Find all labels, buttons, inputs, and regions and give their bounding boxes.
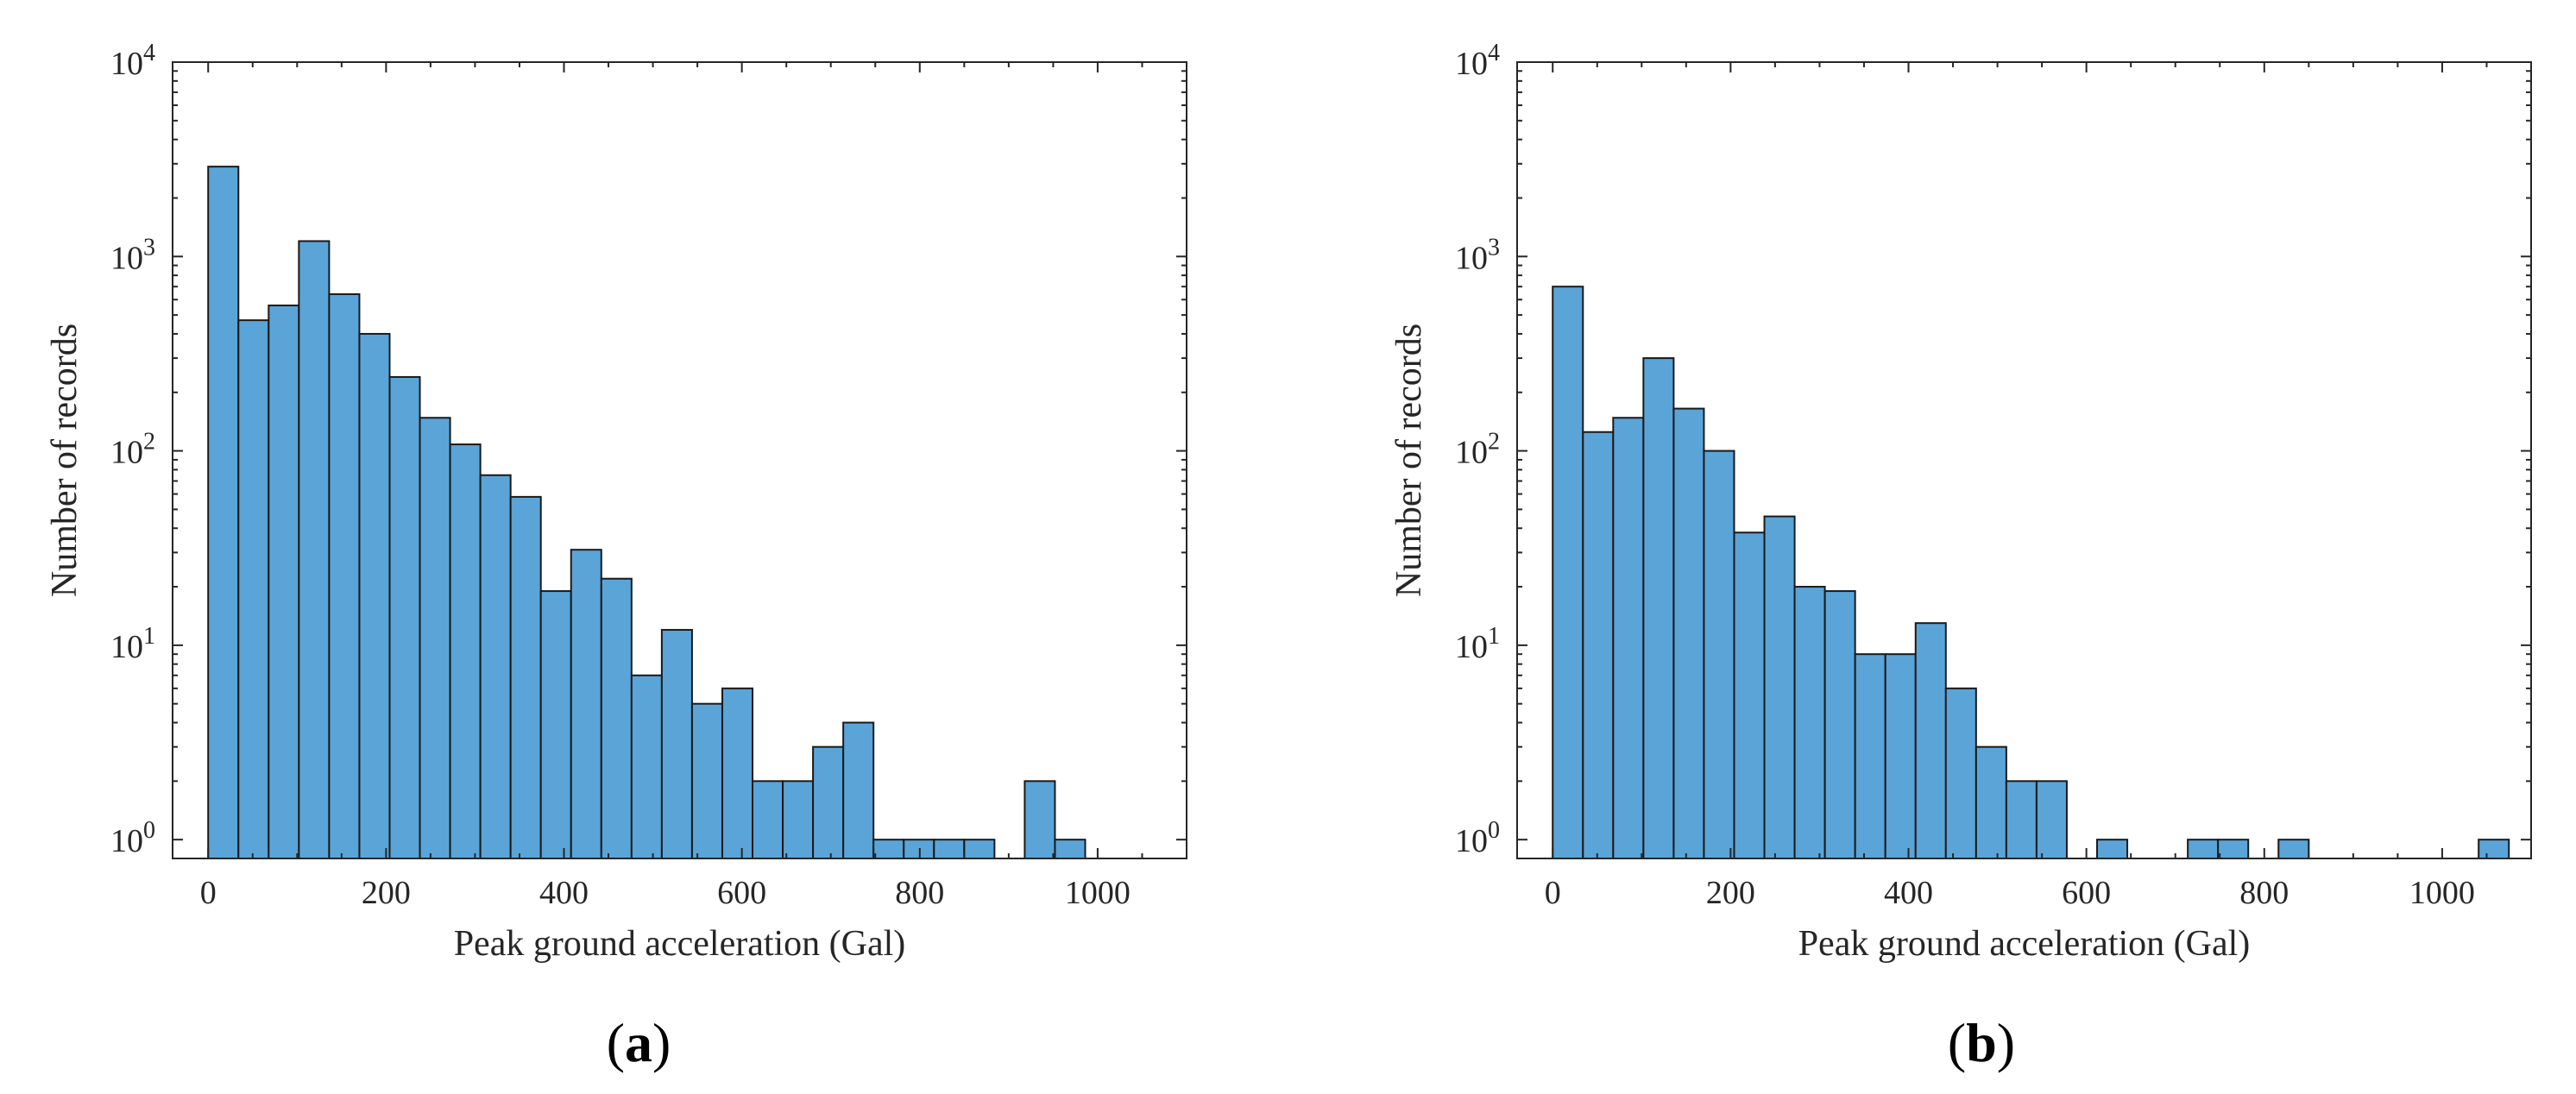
panel-label: (b) (1948, 1012, 2015, 1073)
x-tick-label: 800 (2239, 875, 2289, 911)
bar (2277, 839, 2310, 860)
x-tick-label: 0 (1545, 875, 1561, 911)
bar (842, 721, 875, 859)
bar (2035, 780, 2068, 860)
y-tick-label: 102 (110, 429, 155, 471)
bar (1944, 687, 1977, 859)
y-axis-ticks: 100 101 102 103 104 (110, 40, 1187, 859)
bar (1642, 357, 1675, 860)
bars-b (1552, 286, 2510, 860)
bar (1854, 653, 1886, 859)
bar (1823, 590, 1856, 859)
bar (328, 292, 361, 859)
bar (388, 375, 421, 859)
bar (812, 745, 845, 859)
y-tick-label: 102 (1455, 429, 1500, 471)
x-axis-label: Peak ground acceleration (Gal) (1798, 924, 2251, 964)
bar (1054, 839, 1086, 860)
bar (1023, 780, 1056, 860)
bars-a (207, 166, 1086, 860)
bar (1733, 531, 1766, 859)
bar (237, 319, 270, 859)
y-tick-label: 101 (1455, 623, 1500, 665)
x-tick-label: 400 (1884, 875, 1933, 911)
bar (600, 577, 633, 859)
bar (690, 702, 723, 860)
bar (630, 674, 663, 860)
bar (268, 305, 300, 859)
x-tick-label: 1000 (2409, 875, 2475, 911)
x-tick-label: 200 (1706, 875, 1755, 911)
bar (449, 443, 482, 859)
x-tick-label: 600 (717, 875, 766, 911)
bar (509, 495, 542, 860)
bar (539, 590, 572, 859)
chart-panel-b: 0 200 400 600 800 1000 100 101 102 103 104 Peak gro… (1389, 40, 2532, 1073)
x-tick-label: 1000 (1065, 875, 1131, 911)
x-axis-label: Peak ground acceleration (Gal) (454, 924, 906, 964)
y-axis-label: Number of records (1389, 324, 1429, 597)
x-tick-label: 0 (200, 875, 217, 911)
bar (207, 166, 240, 859)
y-tick-label: 104 (110, 40, 155, 82)
bar (2096, 839, 2129, 860)
x-tick-label: 600 (2062, 875, 2111, 911)
bar (2005, 780, 2037, 860)
bar (1975, 745, 2007, 859)
bar (1703, 450, 1735, 859)
bar (963, 839, 996, 860)
bar (1763, 515, 1796, 859)
y-tick-label: 100 (110, 817, 155, 859)
y-tick-label: 103 (110, 234, 155, 276)
y-axis-ticks: 100 101 102 103 104 (1455, 40, 2531, 859)
bar (479, 474, 512, 859)
y-tick-label: 100 (1455, 817, 1500, 859)
bar (903, 839, 935, 860)
y-axis-label: Number of records (45, 324, 85, 597)
y-tick-label: 103 (1455, 234, 1500, 276)
bar (570, 549, 602, 859)
bar (1884, 653, 1917, 859)
y-tick-label: 104 (1455, 40, 1500, 82)
bar (298, 240, 331, 859)
bar (1552, 286, 1584, 859)
bar (1793, 586, 1826, 859)
bar (2478, 839, 2510, 860)
panel-label: (a) (607, 1012, 671, 1073)
bar (721, 687, 754, 859)
bar (419, 417, 451, 859)
bar (660, 629, 693, 860)
chart-panel-a: 0 200 400 600 800 1000 100 101 102 103 104 Peak gro… (45, 40, 1187, 1073)
bar (2187, 839, 2220, 860)
y-tick-label: 101 (110, 623, 155, 665)
bar (1914, 622, 1947, 859)
bar (2217, 839, 2250, 860)
bar (1672, 407, 1705, 860)
x-tick-label: 800 (895, 875, 944, 911)
x-tick-label: 400 (539, 875, 589, 911)
bar (872, 839, 905, 860)
bar (1612, 417, 1645, 859)
x-tick-label: 200 (362, 875, 411, 911)
bar (1582, 431, 1615, 859)
bar (933, 839, 966, 860)
bar (752, 780, 784, 860)
bar (358, 332, 391, 859)
x-axis-ticks: 0 200 400 600 800 1000 (1545, 62, 2532, 911)
bar (782, 780, 815, 860)
x-axis-ticks: 0 200 400 600 800 1000 (200, 62, 1187, 911)
